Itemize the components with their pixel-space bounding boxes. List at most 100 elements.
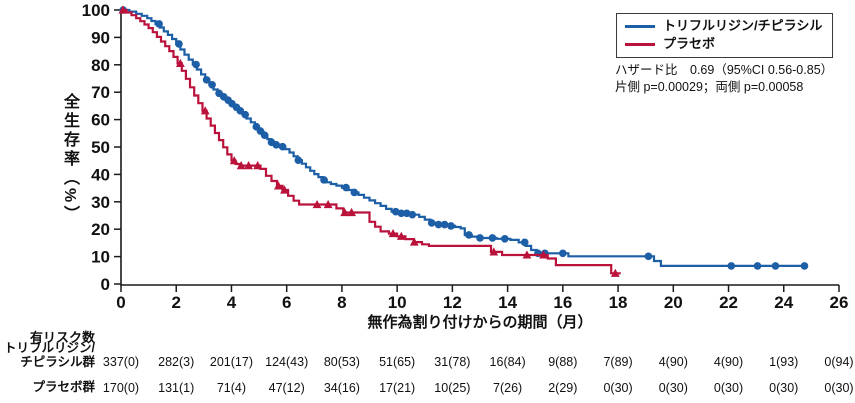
y-tick-label: 90	[91, 28, 110, 47]
censor-mark-triangle	[253, 161, 263, 170]
censor-mark-triangle	[610, 268, 620, 277]
risk-value: 0(30)	[769, 381, 799, 395]
y-tick-label: 70	[91, 83, 110, 102]
legend: トリフルリジン/チピラシル プラセボ	[616, 13, 834, 58]
censor-mark-triangle	[323, 199, 333, 209]
censor-mark-triangle	[280, 185, 289, 194]
hazard-ratio-line: ハザード比 0.69（95%CI 0.56-0.85）	[615, 63, 834, 77]
p-value-line: 片側 p=0.00029；両側 p=0.00058	[615, 80, 804, 94]
censor-mark-circle	[488, 234, 497, 242]
y-tick-label: 50	[91, 138, 110, 157]
x-tick-label: 20	[664, 293, 683, 312]
y-tick-label: 100	[82, 1, 110, 20]
x-tick-label: 12	[443, 293, 462, 312]
y-tick-label: 80	[91, 56, 110, 75]
censor-mark-circle	[260, 131, 269, 140]
censor-mark-circle	[278, 142, 287, 151]
legend-label: プラセボ	[663, 36, 716, 51]
censor-mark-triangle	[396, 231, 406, 240]
censor-mark-circle	[350, 188, 359, 197]
censor-mark-triangle	[409, 237, 419, 246]
censor-mark-triangle	[522, 250, 532, 259]
y-tick-label: 40	[91, 165, 110, 184]
censor-mark-circle	[753, 262, 762, 270]
risk-value: 71(4)	[216, 381, 247, 395]
censor-mark-triangle	[489, 247, 499, 256]
risk-row-label-line: プラセボ群	[32, 380, 95, 394]
x-axis-label: 無作為割り付けからの期間（月）	[367, 314, 593, 331]
censor-mark-triangle	[347, 207, 356, 217]
censor-mark-circle	[294, 156, 303, 164]
x-tick-label: 14	[498, 293, 517, 312]
risk-value: 124(43)	[265, 355, 309, 369]
y-tick-label: 20	[91, 220, 110, 239]
censor-mark-circle	[427, 219, 436, 227]
risk-row-label-0: トリフルリジン/チピラシル群	[0, 341, 95, 369]
censor-mark-triangle	[274, 181, 283, 190]
risk-value: 0(30)	[658, 381, 688, 395]
x-tick-label: 8	[337, 293, 346, 312]
x-tick-label: 6	[282, 293, 291, 312]
censor-mark-circle	[192, 60, 200, 69]
risk-value: 9(88)	[548, 355, 578, 369]
censor-mark-circle	[771, 262, 780, 270]
risk-value: 4(90)	[713, 355, 744, 369]
legend-item-0: トリフルリジン/チピラシル	[625, 18, 822, 34]
risk-value: 80(53)	[323, 355, 360, 369]
risk-value: 2(29)	[548, 381, 578, 395]
censor-mark-triangle	[118, 5, 128, 14]
censor-mark-circle	[520, 238, 529, 247]
censor-mark-circle	[559, 249, 567, 258]
censor-mark-triangle	[200, 106, 210, 115]
x-tick-label: 22	[719, 293, 738, 312]
x-tick-label: 0	[116, 293, 125, 312]
risk-value: 34(16)	[323, 381, 360, 395]
censor-mark-circle	[476, 234, 484, 242]
censor-mark-circle	[447, 222, 455, 230]
risk-row-label-1: プラセボ群	[0, 380, 95, 395]
censor-mark-circle	[175, 40, 183, 48]
censor-mark-circle	[644, 252, 653, 261]
censor-mark-triangle	[175, 58, 185, 68]
x-tick-label: 24	[774, 293, 793, 312]
censor-mark-triangle	[229, 156, 239, 165]
risk-value: 47(12)	[268, 381, 305, 395]
risk-value: 1(93)	[769, 355, 799, 369]
legend-line-swatch	[625, 42, 655, 46]
risk-value: 0(30)	[824, 381, 854, 395]
censor-mark-circle	[727, 262, 736, 270]
censor-mark-circle	[155, 20, 163, 28]
risk-value: 7(26)	[493, 381, 523, 395]
censor-mark-circle	[397, 209, 406, 218]
legend-label: トリフルリジン/チピラシル	[663, 18, 823, 33]
y-tick-label: 60	[91, 111, 110, 130]
risk-value: 4(90)	[658, 355, 688, 369]
censor-mark-circle	[320, 176, 328, 184]
risk-value: 201(17)	[209, 355, 253, 369]
y-axis-label: 全生存率（%）	[61, 93, 78, 225]
censor-mark-circle	[465, 231, 473, 239]
censor-mark-circle	[208, 81, 216, 89]
risk-row-label-line: チピラシル群	[20, 354, 95, 369]
x-tick-label: 2	[171, 293, 180, 312]
risk-value: 31(78)	[434, 355, 471, 369]
censor-mark-triangle	[340, 207, 350, 217]
hazard-annotation: ハザード比 0.69（95%CI 0.56-0.85） 片側 p=0.00029…	[615, 62, 833, 96]
censor-mark-triangle	[539, 250, 548, 259]
risk-value: 0(30)	[603, 381, 633, 395]
censor-mark-circle	[501, 234, 509, 243]
risk-value: 7(89)	[603, 355, 633, 369]
censor-mark-circle	[202, 76, 211, 84]
censor-mark-circle	[434, 220, 443, 229]
risk-value: 282(3)	[158, 355, 195, 369]
risk-value: 0(94)	[824, 355, 854, 369]
censor-mark-triangle	[244, 161, 253, 170]
censor-mark-circle	[272, 141, 280, 149]
x-tick-label: 26	[830, 293, 849, 312]
risk-value: 51(65)	[379, 355, 416, 369]
legend-line-swatch	[625, 24, 655, 28]
risk-value: 16(84)	[489, 355, 526, 369]
